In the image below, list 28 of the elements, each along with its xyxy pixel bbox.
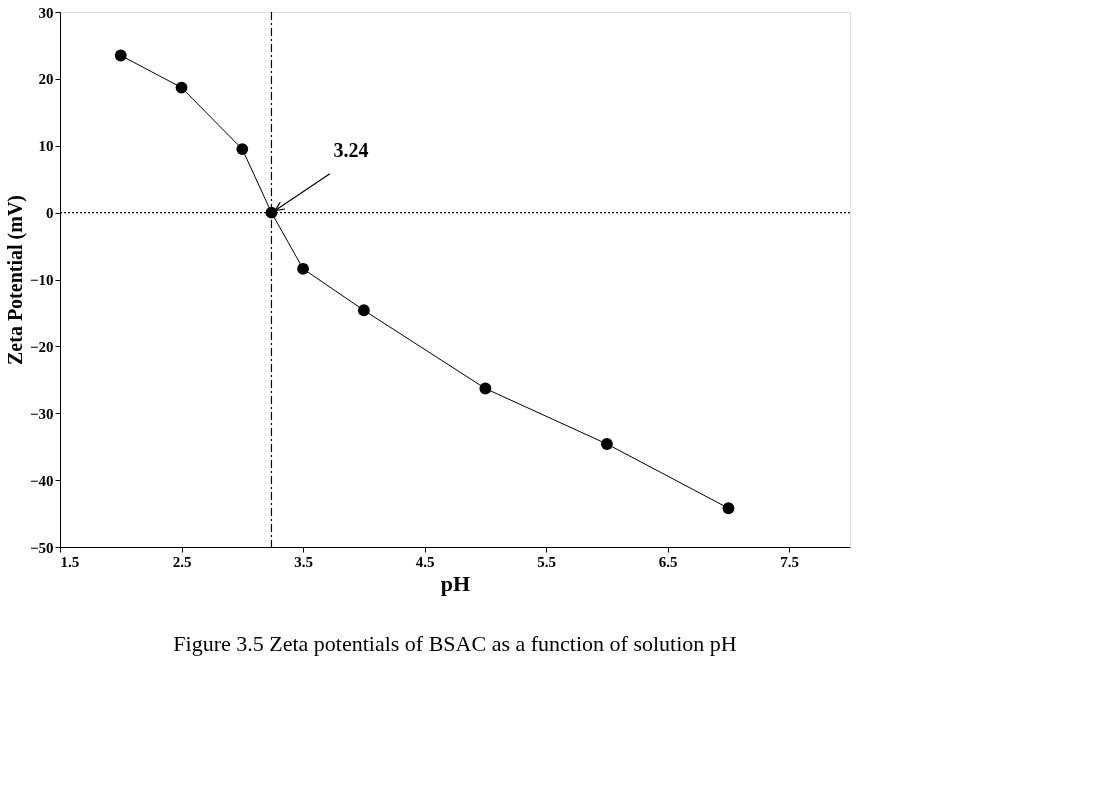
y-tick-label: −40 [29, 472, 54, 489]
y-tick-label: −50 [29, 539, 54, 556]
y-tick-label: 20 [38, 71, 54, 88]
x-axis-title: pH [440, 570, 471, 596]
x-tick-label: 7.5 [780, 553, 800, 570]
y-tick-label: −20 [29, 338, 54, 355]
point [357, 304, 370, 317]
point [236, 143, 249, 155]
annotation: 3.24 [333, 138, 369, 161]
point [114, 49, 127, 62]
x-tick-label: 3.5 [294, 553, 313, 570]
point [479, 382, 492, 395]
y-tick-label: −10 [29, 272, 54, 288]
y-axis-title: Zeta Potential (mV) [3, 195, 27, 365]
y-tick-label: 10 [38, 138, 54, 155]
y-tick-label: 0 [46, 205, 54, 222]
y-tick-label: 30 [38, 4, 54, 21]
y-tick-label: −30 [29, 405, 54, 422]
x-tick-label: 6.5 [658, 553, 678, 570]
point [722, 502, 735, 515]
point [175, 81, 188, 94]
x-tick-label: 4.5 [415, 553, 435, 570]
point [297, 262, 309, 275]
point [601, 438, 613, 450]
x-tick-label: 2.5 [172, 553, 192, 570]
caption: Figure 3.5 Zeta potentials of BSAC as a function of solution pH [173, 631, 737, 656]
x-tick-label: 5.5 [537, 553, 557, 570]
x-tick-label: 1.5 [60, 553, 80, 570]
